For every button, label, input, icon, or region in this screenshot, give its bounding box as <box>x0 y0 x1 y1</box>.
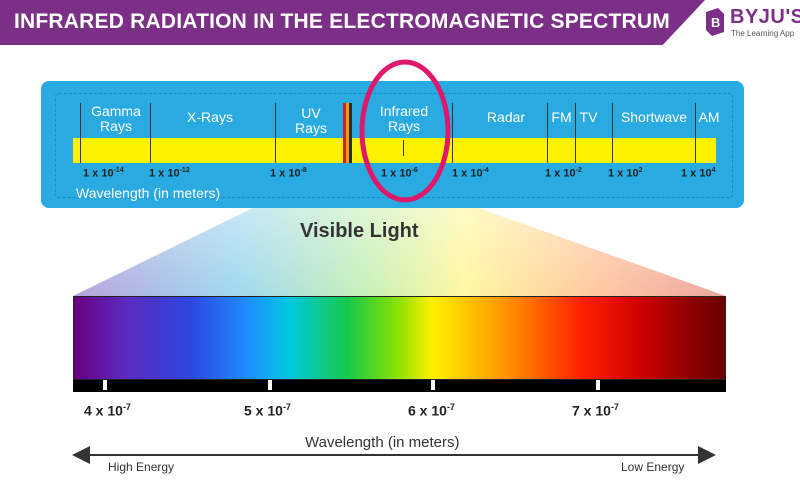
region-label-fm: FM <box>551 109 572 125</box>
tick-label: 1 x 10-8 <box>270 167 307 180</box>
region-divider <box>275 103 276 163</box>
region-divider <box>150 103 151 163</box>
svg-text:B: B <box>711 15 720 30</box>
scale-tick <box>268 380 272 390</box>
scale-label: 4 x 10-7 <box>84 402 131 419</box>
page-title: INFRARED RADIATION IN THE ELECTROMAGNETI… <box>14 10 670 33</box>
tick-label: 1 x 10-14 <box>83 167 124 180</box>
energy-arrow-icon <box>72 446 716 464</box>
region-divider <box>612 103 613 163</box>
visible-scale-bar <box>73 380 726 392</box>
region-label-tv: TV <box>579 109 598 125</box>
region-divider <box>575 103 576 163</box>
header: INFRARED RADIATION IN THE ELECTROMAGNETI… <box>0 0 800 45</box>
region-label-gamma: Gamma Rays <box>91 103 141 134</box>
region-divider <box>80 103 81 163</box>
region-label-uv: UV Rays <box>295 105 327 136</box>
region-divider <box>547 103 548 163</box>
region-label-xray: X-Rays <box>187 109 233 125</box>
scale-tick <box>596 380 600 390</box>
visible-axis-label: Wavelength (in meters) <box>305 434 460 451</box>
region-label-infrared: Infrared Rays <box>379 103 429 134</box>
logo-tagline: The Learning App <box>731 29 795 38</box>
tick-label: 1 x 10-4 <box>452 167 489 180</box>
scale-tick <box>103 380 107 390</box>
low-energy-label: Low Energy <box>621 460 685 474</box>
infrared-highlight-ring <box>359 59 451 203</box>
scale-label: 7 x 10-7 <box>572 402 619 419</box>
region-label-radar: Radar <box>486 109 526 125</box>
scale-tick <box>403 140 404 156</box>
tick-label: 1 x 104 <box>681 167 716 180</box>
visible-band-dark <box>349 103 352 163</box>
scale-tick <box>431 380 435 390</box>
region-label-shortwave: Shortwave <box>620 109 688 125</box>
title-band <box>0 0 705 45</box>
logo-name: BYJU'S <box>730 6 800 28</box>
spectrum-bar <box>73 138 716 163</box>
visible-band-orange <box>346 103 349 163</box>
visible-light-title: Visible Light <box>300 220 419 242</box>
visible-band-red <box>343 103 346 163</box>
tick-label: 1 x 10-2 <box>545 167 582 180</box>
spectrum-axis-label: Wavelength (in meters) <box>76 185 221 201</box>
visible-spectrum-bar <box>73 296 726 380</box>
high-energy-label: High Energy <box>108 460 175 474</box>
scale-label: 6 x 10-7 <box>408 402 455 419</box>
tick-label: 1 x 102 <box>608 167 643 180</box>
scale-label: 5 x 10-7 <box>244 402 291 419</box>
byjus-logo-icon: B <box>706 8 724 36</box>
tick-label: 1 x 10-6 <box>381 167 418 180</box>
region-divider <box>695 103 696 163</box>
region-label-am: AM <box>698 109 720 125</box>
tick-label: 1 x 10-12 <box>149 167 190 180</box>
region-divider <box>452 103 453 163</box>
